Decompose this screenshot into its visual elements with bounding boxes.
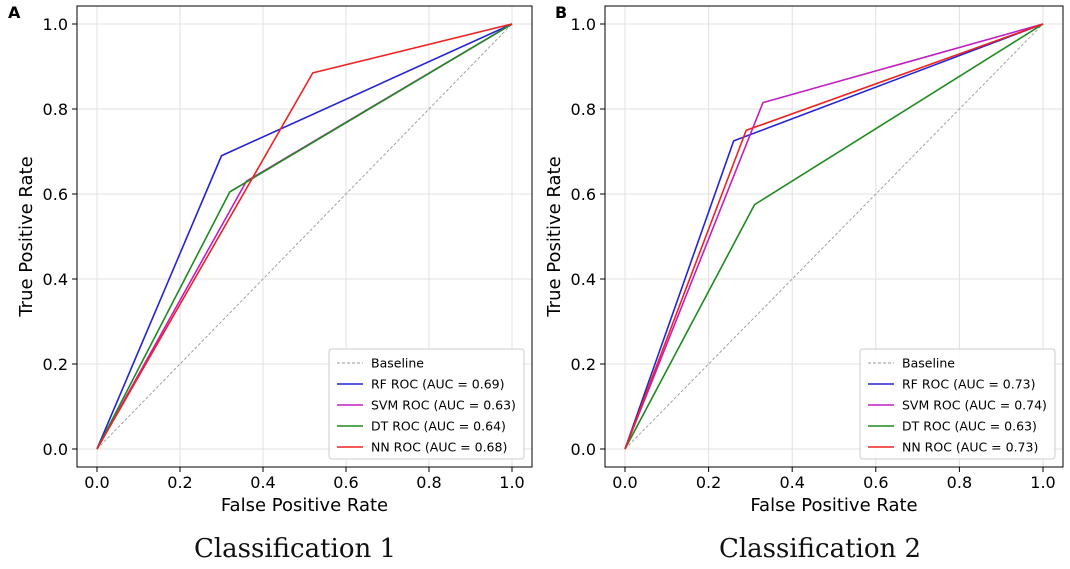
legend-label-rf: RF ROC (AUC = 0.69) (371, 377, 505, 392)
chart-panel-a: 0.0 0.2 0.4 0.6 0.8 1.0 0.0 0.2 0.4 0.6 0.8 1.0 Fals… (8, 3, 533, 516)
y-tick-label: 0.6 (571, 185, 596, 204)
legend-label-baseline: Baseline (902, 356, 955, 371)
y-tick-label: 1.0 (43, 15, 68, 34)
y-tick-label: 0.4 (43, 270, 68, 289)
x-tick-label: 0.6 (333, 473, 358, 492)
panel-label: A (8, 3, 21, 22)
x-axis-label: False Positive Rate (750, 495, 917, 516)
panel-label: B (555, 3, 567, 22)
caption-classification-1: Classification 1 (193, 534, 397, 564)
y-tick-label: 0.2 (571, 355, 596, 374)
x-tick-label: 0.4 (779, 473, 804, 492)
x-tick-label: 1.0 (499, 473, 524, 492)
series-line-baseline (96, 23, 513, 450)
series-line-baseline (624, 23, 1044, 450)
y-tick-label: 0.2 (43, 355, 68, 374)
x-tick-label: 0.2 (167, 473, 192, 492)
x-tick-label: 0.2 (696, 473, 721, 492)
y-tick-label: 1.0 (571, 15, 596, 34)
series-line-rf (96, 23, 513, 450)
legend-label-nn: NN ROC (AUC = 0.68) (371, 440, 507, 455)
legend-label-baseline: Baseline (371, 356, 424, 371)
legend-label-dt: DT ROC (AUC = 0.63) (902, 419, 1037, 434)
y-axis-label: True Positive Rate (544, 156, 565, 317)
y-tick-label: 0.4 (571, 270, 596, 289)
x-tick-label: 0.6 (863, 473, 888, 492)
legend-box (328, 348, 525, 460)
legend-label-svm: SVM ROC (AUC = 0.74) (902, 398, 1047, 413)
legend-label-rf: RF ROC (AUC = 0.73) (902, 377, 1036, 392)
plot-frame (76, 5, 533, 468)
chart-panel-b: 0.0 0.2 0.4 0.6 0.8 1.0 0.0 0.2 0.4 0.6 0.8 1.0 Fals… (544, 3, 1064, 516)
y-axis-label: True Positive Rate (16, 156, 37, 317)
caption-classification-2: Classification 2 (718, 534, 922, 564)
y-tick-label: 0.6 (43, 185, 68, 204)
series-line-rf (624, 23, 1044, 450)
series-line-dt (624, 23, 1044, 450)
x-tick-label: 0.0 (612, 473, 637, 492)
legend-label-dt: DT ROC (AUC = 0.64) (371, 419, 506, 434)
plot-frame (604, 5, 1064, 468)
x-tick-label: 1.0 (1030, 473, 1055, 492)
x-tick-label: 0.8 (947, 473, 972, 492)
series-line-nn (624, 23, 1044, 450)
x-axis-label: False Positive Rate (221, 495, 388, 516)
figure-canvas: 0.0 0.2 0.4 0.6 0.8 1.0 0.0 0.2 0.4 0.6 0.8 1.0 Fals… (8, 3, 1064, 516)
legend-label-svm: SVM ROC (AUC = 0.63) (371, 398, 516, 413)
legend-box (859, 348, 1056, 460)
x-tick-label: 0.0 (84, 473, 109, 492)
y-tick-label: 0.0 (43, 440, 68, 459)
y-tick-label: 0.8 (571, 100, 596, 119)
series-line-nn (96, 23, 513, 450)
series-line-dt (96, 23, 513, 450)
x-tick-label: 0.4 (250, 473, 275, 492)
x-tick-label: 0.8 (416, 473, 441, 492)
y-tick-label: 0.8 (43, 100, 68, 119)
y-tick-label: 0.0 (571, 440, 596, 459)
legend-label-nn: NN ROC (AUC = 0.73) (902, 440, 1038, 455)
series-line-svm (624, 23, 1044, 450)
